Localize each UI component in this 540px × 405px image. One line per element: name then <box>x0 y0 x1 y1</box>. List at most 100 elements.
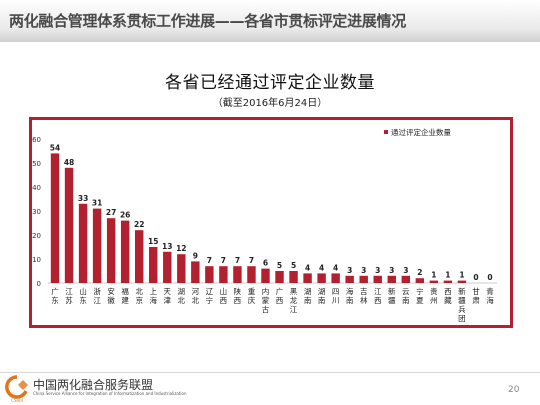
data-label: 4 <box>305 263 310 272</box>
bar <box>205 266 214 283</box>
slide-header: 两化融合管理体系贯标工作进展——各省市贯标评定进展情况 <box>0 0 540 42</box>
data-label: 7 <box>207 256 212 265</box>
x-tick-label: 黑龙江 <box>290 287 298 314</box>
org-name: 中国两化融合服务联盟 <box>33 378 154 392</box>
x-tick-label: 内蒙古 <box>262 286 270 314</box>
footer-divider <box>0 372 540 373</box>
bar <box>457 280 467 283</box>
x-tick-label: 吉林 <box>360 287 368 305</box>
bar <box>120 220 130 283</box>
data-label: 4 <box>333 263 338 272</box>
x-tick-label: 湖南 <box>304 287 312 305</box>
x-tick-label: 辽宁 <box>206 287 214 305</box>
data-label: 15 <box>148 237 158 246</box>
data-label: 12 <box>176 244 186 253</box>
data-label: 6 <box>263 259 268 268</box>
x-tick-label: 甘肃 <box>472 286 480 305</box>
data-label: 54 <box>50 143 60 152</box>
x-tick-label: 重庆 <box>248 287 256 305</box>
x-tick-label: 贵州 <box>430 286 438 305</box>
x-tick-label: 山西 <box>220 286 228 305</box>
bar <box>177 254 186 283</box>
x-tick-label: 宁夏 <box>416 286 424 305</box>
bar <box>429 280 439 283</box>
data-label: 7 <box>221 256 226 265</box>
bar <box>359 275 368 283</box>
x-tick-label: 广东 <box>51 286 59 305</box>
bar <box>415 278 425 283</box>
data-label: 0 <box>473 273 478 282</box>
slide-title: 两化融合管理体系贯标工作进展——各省市贯标评定进展情况 <box>9 12 406 30</box>
y-tick-label: 60 <box>32 136 41 144</box>
x-tick-label: 山东 <box>79 286 87 305</box>
bar <box>373 275 382 283</box>
data-label: 1 <box>459 271 464 280</box>
bar <box>303 273 312 283</box>
chart-frame <box>29 117 513 328</box>
data-label: 1 <box>445 271 450 280</box>
data-label: 31 <box>92 199 102 208</box>
bar <box>289 271 298 283</box>
data-label: 3 <box>375 266 380 275</box>
bar <box>345 275 354 283</box>
bar <box>387 275 396 283</box>
y-tick-label: 10 <box>32 256 41 264</box>
x-tick-label: 陕西 <box>234 286 242 305</box>
alliance-logo: CSAIII <box>5 375 28 403</box>
logo-text: CSAIII <box>11 398 23 403</box>
bar <box>331 273 340 283</box>
y-tick-label: 30 <box>32 208 41 216</box>
bar <box>106 218 116 283</box>
legend-label: 通过评定企业数量 <box>391 127 451 137</box>
bar <box>317 273 326 283</box>
x-tick-label: 湖北 <box>178 287 186 305</box>
x-tick-label: 湖南 <box>318 287 326 305</box>
data-label: 22 <box>134 220 144 229</box>
bar <box>219 266 228 283</box>
x-tick-label: 新疆 <box>388 286 396 305</box>
chart-title: 各省已经通过评定企业数量 <box>165 73 375 93</box>
data-label: 7 <box>249 256 254 265</box>
data-label: 26 <box>120 211 130 220</box>
data-label: 3 <box>403 266 408 275</box>
data-label: 13 <box>162 242 172 251</box>
y-tick-label: 40 <box>32 184 41 192</box>
x-tick-label: 西藏 <box>444 287 452 305</box>
data-label: 48 <box>64 158 74 167</box>
data-label: 5 <box>291 261 296 270</box>
bar <box>64 167 74 283</box>
x-tick-label: 海南 <box>346 286 354 305</box>
bar <box>233 266 242 283</box>
x-tick-label: 安徽 <box>107 286 115 305</box>
x-tick-label: 新疆兵团 <box>458 286 466 323</box>
bar <box>149 247 158 283</box>
x-tick-label: 四川 <box>332 287 340 305</box>
y-tick-label: 0 <box>37 280 41 288</box>
bar <box>275 271 284 283</box>
bar <box>92 208 102 283</box>
y-tick-label: 50 <box>32 160 41 168</box>
bar <box>247 266 256 283</box>
page-number: 20 <box>508 385 520 395</box>
x-tick-label: 天津 <box>164 287 172 305</box>
x-tick-label: 福建 <box>121 287 129 305</box>
y-tick-label: 20 <box>32 232 41 240</box>
x-tick-label: 北京 <box>135 287 143 305</box>
data-label: 5 <box>277 261 282 270</box>
data-label: 4 <box>319 263 324 272</box>
x-tick-label: 广西 <box>276 286 284 305</box>
bar <box>134 230 144 283</box>
data-label: 3 <box>389 266 394 275</box>
data-label: 3 <box>347 266 352 275</box>
data-label: 27 <box>106 208 116 217</box>
data-label: 9 <box>193 251 198 260</box>
x-tick-label: 江西 <box>374 287 382 305</box>
chart-subtitle: （截至2016年6月24日） <box>212 98 328 109</box>
bar <box>261 268 270 283</box>
bar <box>78 203 88 283</box>
x-tick-label: 江苏 <box>65 287 73 305</box>
data-label: 2 <box>417 268 422 277</box>
bar <box>163 251 172 283</box>
x-tick-label: 青海 <box>486 286 494 305</box>
